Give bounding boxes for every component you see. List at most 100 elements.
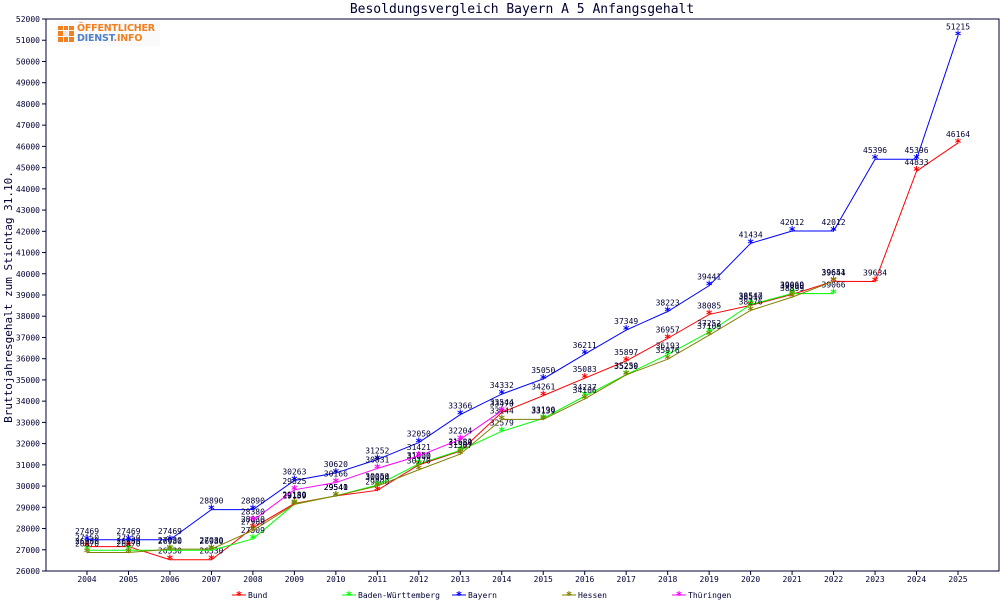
site-logo: ÖFFENTLICHER DIENST.INFO: [56, 21, 160, 46]
series-bayern: *27469*27469*27469*28890*28890*30263 *306…: [75, 23, 970, 547]
series-line: [87, 293, 834, 551]
data-point: *: [167, 553, 174, 567]
data-point: *: [499, 387, 506, 401]
x-tick-label: 2020: [741, 575, 760, 584]
y-tick-label: 41000: [16, 249, 40, 258]
data-label: 31681: [448, 437, 472, 446]
data-label: 39651: [822, 268, 846, 277]
x-axis-ticks: 2004 2005 2006 2007 2008 2009 2010 2011 2012 2013…: [77, 571, 968, 584]
data-point: *: [913, 164, 920, 178]
data-point: *: [706, 328, 713, 342]
data-label: 27150: [75, 534, 99, 543]
data-point: *: [416, 449, 423, 463]
data-point: *: [540, 412, 547, 426]
data-point: *: [291, 497, 298, 511]
data-point: *: [333, 476, 340, 490]
y-tick-label: 43000: [16, 206, 40, 215]
data-label: 29800: [365, 477, 389, 486]
data-label: 33366: [448, 402, 472, 411]
y-tick-label: 31000: [16, 461, 40, 470]
data-label: 37252: [697, 319, 721, 328]
y-tick-label: 52000: [16, 15, 40, 24]
x-tick-label: 2022: [824, 575, 843, 584]
x-tick-label: 2024: [907, 575, 926, 584]
data-point: *: [291, 496, 298, 510]
y-tick-label: 46000: [16, 142, 40, 151]
data-label: 26980: [116, 537, 140, 546]
data-label: 33139: [531, 406, 555, 415]
legend-label: Baden-Württemberg: [358, 591, 440, 600]
x-tick-label: 2006: [160, 575, 179, 584]
y-tick-label: 27000: [16, 546, 40, 555]
data-label: 34237: [573, 383, 597, 392]
data-point: *: [955, 136, 962, 150]
data-label: 26870: [116, 540, 140, 549]
data-label: 28890: [199, 497, 223, 506]
data-point: *: [706, 279, 713, 293]
data-point: *: [623, 354, 630, 368]
data-label: 38276: [739, 297, 763, 306]
data-label: 37109: [697, 322, 721, 331]
data-label: 51215: [946, 23, 970, 32]
data-point: *: [747, 298, 754, 312]
y-tick-label: 47000: [16, 121, 40, 130]
data-label: 26530: [199, 547, 223, 556]
data-point: *: [125, 533, 132, 547]
data-label: 30050: [365, 472, 389, 481]
data-label: 27150: [116, 534, 140, 543]
data-point: *: [250, 503, 257, 517]
data-point: *: [830, 274, 837, 288]
y-tick-label: 51000: [16, 36, 40, 45]
series-line: [87, 280, 834, 554]
data-label: 26980: [158, 537, 182, 546]
data-point: *: [830, 274, 837, 288]
data-point: *: [416, 436, 423, 450]
data-point: *: [665, 352, 672, 366]
logo-line-2b: .INFO: [113, 32, 143, 44]
series-line: [87, 142, 959, 561]
data-point: *: [374, 461, 381, 475]
x-tick-label: 2021: [782, 575, 801, 584]
data-point: *: [250, 521, 257, 535]
logo-line-2a: DIENST: [77, 32, 114, 44]
data-point: *: [623, 323, 630, 337]
data-label: 38899: [780, 284, 804, 293]
data-label: 34261: [531, 383, 555, 392]
data-label: 26530: [158, 547, 182, 556]
data-label: 33144: [490, 406, 514, 415]
legend-label: Hessen: [578, 591, 607, 600]
data-point: *: [84, 540, 91, 554]
data-label: 36193: [656, 342, 680, 351]
data-point: *: [84, 546, 91, 560]
data-label: 39030: [780, 281, 804, 290]
y-tick-label: 48000: [16, 100, 40, 109]
chart-title: Besoldungsvergleich Bayern A 5 Anfangsge…: [350, 2, 694, 17]
series-bund: *27150*27150*26530*26530*28030*29180 *295…: [75, 130, 970, 567]
data-label: 29139: [282, 491, 306, 500]
data-label: 35976: [656, 346, 680, 355]
data-point: *: [499, 404, 506, 418]
data-point: *: [125, 546, 132, 560]
data-label: 44833: [904, 158, 928, 167]
data-point: *: [374, 452, 381, 466]
data-label: 29825: [282, 477, 306, 486]
x-tick-label: 2019: [700, 575, 719, 584]
x-tick-label: 2007: [202, 575, 221, 584]
data-point: *: [457, 447, 464, 461]
data-label: 27469: [158, 527, 182, 536]
data-point: *: [250, 532, 257, 546]
x-tick-label: 2011: [368, 575, 387, 584]
data-point: *: [540, 411, 547, 425]
data-point: *: [374, 479, 381, 493]
x-tick-label: 2017: [617, 575, 636, 584]
legend-marker: *: [236, 589, 242, 600]
y-tick-label: 45000: [16, 164, 40, 173]
series-th-ringen: *28380*29825 *30166 *30831 *31421*32204*335…: [241, 398, 514, 528]
x-tick-label: 2004: [77, 575, 96, 584]
data-label: 32204: [448, 426, 472, 435]
data-label: 42012: [780, 218, 804, 227]
x-tick-label: 2008: [243, 575, 262, 584]
data-label: 28380: [241, 507, 265, 516]
data-point: *: [125, 543, 132, 557]
